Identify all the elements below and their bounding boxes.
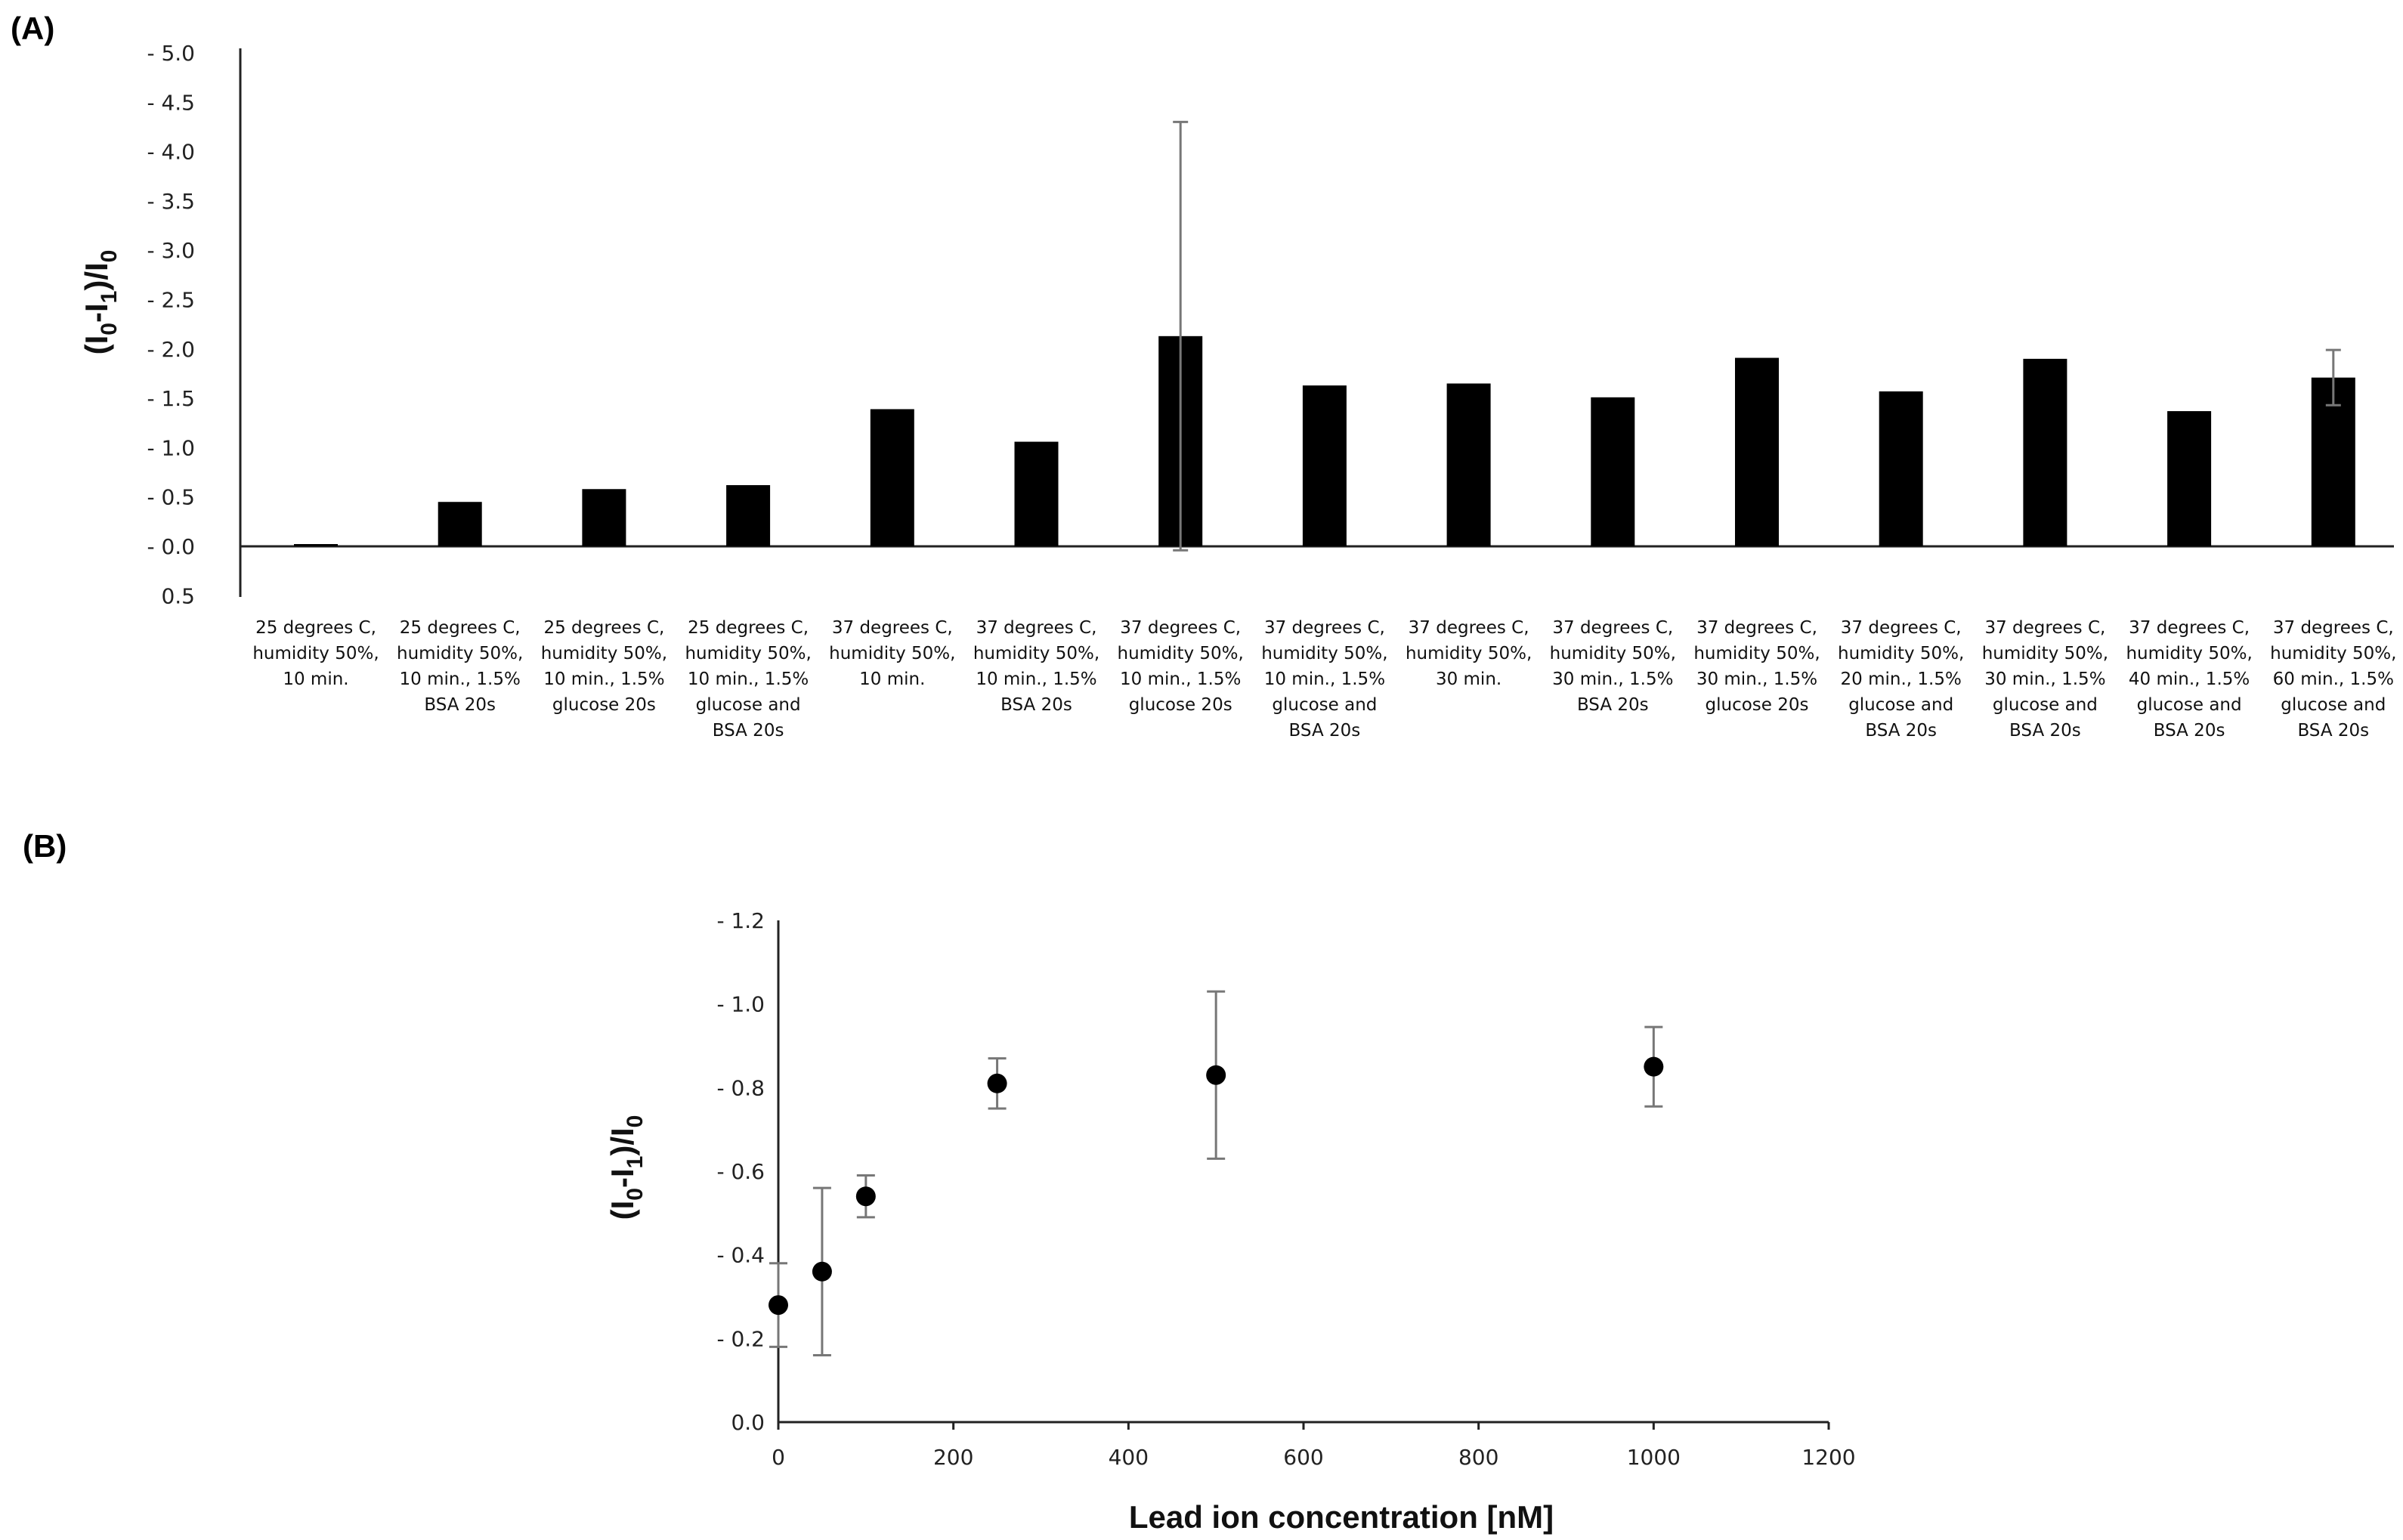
panel-a-y-tick-label: - 5.0	[147, 41, 195, 66]
bar	[294, 544, 338, 546]
bar	[438, 502, 482, 546]
data-point	[812, 1261, 832, 1282]
category-label: 37 degrees C, humidity 50%, 10 min.	[829, 618, 955, 689]
panel-a-bar-chart: (A) (I0-I1)/I0 - 5.0 - 4.5 - 4.0 - 3.5 - 3.0…	[11, 11, 2396, 741]
panel-a-y-tick-label: - 3.0	[147, 238, 195, 263]
category-label: 37 degrees C, humidity 50%, 10 min., 1.5% B…	[973, 618, 1099, 715]
category-label: 37 degrees C, humidity 50%, 30 min., 1.5% B…	[1550, 618, 1676, 715]
bar	[1446, 383, 1491, 546]
category-label: 25 degrees C, humidity 50%, 10 min.	[252, 618, 379, 689]
panel-b-y-tick-label: - 1.2	[716, 908, 765, 933]
category-label: 37 degrees C, humidity 50%, 30 min., 1.5% g…	[1982, 618, 2108, 741]
panel-a-error-bars	[1173, 120, 2341, 552]
panel-a-label: (A)	[11, 11, 54, 46]
panel-b-y-tick-label: - 0.8	[716, 1075, 765, 1100]
bar	[2023, 358, 2067, 546]
bar	[726, 485, 771, 546]
panel-b-scatter-chart: (B) (I0-I1)/I0 - 1.2 - 1.0 - 0.8 - 0.6 - 0.4…	[23, 828, 1856, 1535]
panel-a-y-tick-label: - 4.5	[147, 90, 195, 115]
data-point	[769, 1295, 788, 1316]
category-label: 25 degrees C, humidity 50%, 10 min., 1.5% g…	[685, 618, 811, 741]
panel-b-x-tick-label: 1200	[1801, 1445, 1855, 1470]
panel-a-y-axis-title: (I0-I1)/I0	[79, 250, 122, 355]
category-label: 37 degrees C, humidity 50%, 40 min., 1.5% g…	[2126, 618, 2252, 741]
data-point	[1644, 1056, 1664, 1077]
panel-b-y-tick-label: - 0.2	[716, 1326, 765, 1351]
category-label: 37 degrees C, humidity 50%, 60 min., 1.5% g…	[2270, 618, 2396, 741]
bar	[1591, 397, 1635, 546]
panel-a-y-tick-label: - 2.5	[147, 288, 195, 313]
category-label: 25 degrees C, humidity 50%, 10 min., 1.5% B…	[397, 618, 523, 715]
category-label: 37 degrees C, humidity 50%, 10 min., 1.5% g…	[1118, 618, 1244, 715]
panel-b-x-axis-title: Lead ion concentration [nM]	[1129, 1499, 1554, 1535]
panel-b-x-tick-label: 1000	[1627, 1445, 1681, 1470]
panel-b-x-tick-label: 200	[933, 1445, 973, 1470]
category-label: 37 degrees C, humidity 50%, 20 min., 1.5% g…	[1838, 618, 1964, 741]
panel-b-y-tick-label: 0.0	[731, 1410, 765, 1435]
data-point	[855, 1186, 876, 1207]
panel-a-y-tick-label: - 1.5	[147, 386, 195, 411]
panel-b-x-ticks: 0 200 400 600 800 1000 1200	[772, 1422, 1856, 1470]
panel-b-x-tick-label: 400	[1109, 1445, 1149, 1470]
panel-b-x-tick-label: 600	[1283, 1445, 1323, 1470]
data-point	[987, 1073, 1007, 1093]
panel-b-y-tick-label: - 0.6	[716, 1159, 765, 1184]
panel-b-x-tick-label: 0	[772, 1445, 785, 1470]
bar	[2167, 411, 2212, 546]
panel-a-y-tick-label: - 0.5	[147, 485, 195, 510]
panel-a-bars	[294, 336, 2355, 546]
svg-text:(I0-I1)/I0: (I0-I1)/I0	[605, 1115, 648, 1220]
panel-a-category-labels: 25 degrees C, humidity 50%, 10 min. 25 degr…	[252, 618, 2396, 741]
panel-a-y-ticks: - 5.0 - 4.5 - 4.0 - 3.5 - 3.0 - 2.5 - 2.0 - 1.5…	[147, 41, 195, 608]
category-label: 37 degrees C, humidity 50%, 10 min., 1.5% g…	[1261, 618, 1387, 741]
category-label: 37 degrees C, humidity 50%, 30 min.	[1406, 618, 1532, 689]
panel-b-y-tick-label: - 0.4	[716, 1243, 765, 1268]
panel-b-error-bars	[769, 990, 1663, 1356]
panel-b-y-axis-title: (I0-I1)/I0	[605, 1115, 648, 1220]
svg-text:(I0-I1)/I0: (I0-I1)/I0	[79, 250, 122, 355]
panel-b-points	[769, 1056, 1664, 1316]
panel-b-y-ticks: - 1.2 - 1.0 - 0.8 - 0.6 - 0.4 - 0.2 0.0	[716, 908, 765, 1435]
panel-a-y-tick-label: 0.5	[161, 583, 195, 608]
panel-b-x-tick-label: 800	[1458, 1445, 1498, 1470]
bar	[1302, 385, 1347, 546]
category-label: 25 degrees C, humidity 50%, 10 min., 1.5% g…	[541, 618, 667, 715]
bar	[870, 409, 914, 546]
panel-b-label: (B)	[23, 828, 66, 864]
panel-a-y-tick-label: - 0.0	[147, 534, 195, 559]
panel-a-y-tick-label: - 4.0	[147, 140, 195, 165]
panel-a-y-tick-label: - 1.0	[147, 435, 195, 460]
bar	[1735, 357, 1779, 546]
panel-a-y-tick-label: - 2.0	[147, 337, 195, 362]
data-point	[1206, 1065, 1226, 1085]
panel-b-y-tick-label: - 1.0	[716, 992, 765, 1017]
panel-a-y-tick-label: - 3.5	[147, 189, 195, 214]
bar	[582, 489, 626, 546]
bar	[1879, 391, 1923, 546]
category-label: 37 degrees C, humidity 50%, 30 min., 1.5% g…	[1693, 618, 1820, 715]
bar	[1014, 441, 1059, 546]
